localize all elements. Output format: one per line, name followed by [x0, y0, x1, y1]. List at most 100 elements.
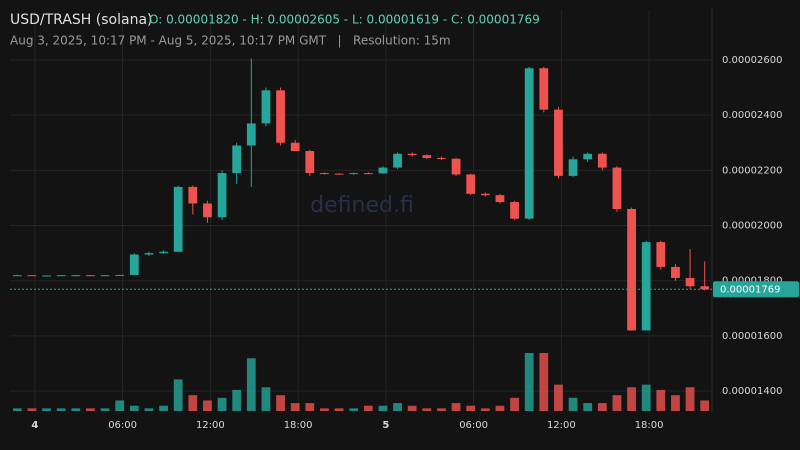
- candle-body: [641, 242, 651, 331]
- y-tick-label: 0.00002400: [722, 110, 782, 121]
- x-tick-label: 12:00: [547, 420, 576, 431]
- x-tick-label: 12:00: [196, 420, 225, 431]
- volume-bar: [144, 408, 154, 411]
- candle-body: [232, 145, 242, 174]
- volume-bar: [363, 405, 373, 411]
- last-price-box: [713, 281, 799, 298]
- volume-bar: [232, 389, 242, 411]
- volume-bar: [495, 405, 505, 411]
- y-tick-label: 0.00001400: [722, 386, 782, 397]
- candle-body: [27, 275, 37, 277]
- candle-body: [363, 173, 373, 175]
- candle-body: [129, 254, 139, 275]
- candle-body: [407, 153, 417, 156]
- candle-body: [656, 242, 666, 267]
- volume-bar: [480, 408, 490, 411]
- grid: [10, 10, 712, 411]
- candle-body: [466, 174, 476, 194]
- candle-body: [451, 158, 461, 175]
- volume-bar: [173, 379, 183, 411]
- candle-body: [159, 251, 168, 254]
- last-price-label: 0.00001769: [720, 284, 780, 295]
- candle-body: [276, 90, 285, 143]
- x-tick-label: 4: [31, 420, 38, 431]
- candle-body: [261, 90, 271, 124]
- x-tick-label: 5: [382, 420, 389, 431]
- candle-body: [422, 155, 432, 158]
- candle-body: [597, 153, 607, 168]
- candle-body: [612, 167, 622, 209]
- candle-body: [203, 203, 212, 218]
- volume-bar: [86, 408, 95, 411]
- candle-body: [144, 253, 154, 255]
- x-tick-label: 18:00: [635, 420, 664, 431]
- volume-bar: [422, 408, 432, 411]
- volume-bar: [115, 400, 125, 411]
- volume-bar: [700, 400, 710, 411]
- chart-title: USD/TRASH (solana): [10, 12, 153, 28]
- y-tick-label: 0.00002200: [722, 165, 782, 176]
- volume-bar: [524, 353, 534, 411]
- volume-bar: [451, 403, 461, 411]
- candle-body: [495, 195, 505, 203]
- candle-body: [115, 274, 125, 276]
- candle-body: [480, 193, 490, 196]
- volume-bar: [320, 408, 329, 411]
- volume-bar: [188, 395, 198, 411]
- candle-body: [554, 109, 563, 176]
- volume-bar: [671, 395, 680, 411]
- volume-bar: [393, 403, 402, 411]
- candle-body: [524, 68, 534, 219]
- volume-bar: [612, 395, 622, 411]
- volume-bar: [539, 353, 549, 411]
- volume-bar: [12, 408, 22, 411]
- marks: [10, 58, 712, 411]
- volume-bar: [217, 397, 227, 411]
- volume-bar: [349, 408, 359, 411]
- volume-bar: [568, 397, 578, 411]
- candle-body: [539, 68, 549, 110]
- volume-bar: [100, 408, 110, 411]
- candle-body: [290, 142, 300, 152]
- volume-bar: [378, 405, 388, 411]
- candle-body: [583, 153, 593, 160]
- volume-bar: [305, 403, 315, 411]
- volume-bar: [554, 384, 563, 411]
- volume-bar: [71, 408, 81, 411]
- volume-bar: [27, 408, 37, 411]
- volume-bar: [129, 405, 139, 411]
- ohlc-summary: O: 0.00001820 - H: 0.00002605 - L: 0.000…: [149, 13, 540, 27]
- volume-bar: [407, 405, 417, 411]
- candle-body: [71, 275, 81, 277]
- volume-bar: [597, 403, 607, 411]
- volume-bar: [276, 395, 285, 411]
- candle-body: [568, 159, 578, 176]
- candle-body: [349, 173, 359, 175]
- x-tick-label: 06:00: [108, 420, 137, 431]
- candle-body: [510, 202, 519, 219]
- candle-body: [320, 173, 329, 175]
- volume-bar: [466, 405, 476, 411]
- x-tick-label: 18:00: [284, 420, 313, 431]
- watermark: defined.fi: [310, 193, 414, 218]
- volume-bar: [334, 408, 344, 411]
- candle-body: [627, 208, 636, 331]
- candle-body: [334, 173, 344, 175]
- y-tick-label: 0.00002600: [722, 55, 782, 66]
- volume-bar: [261, 387, 271, 411]
- volume-bar: [510, 397, 519, 411]
- candle-body: [378, 167, 388, 174]
- subtitle: Aug 3, 2025, 10:17 PM - Aug 5, 2025, 10:…: [10, 34, 451, 48]
- candle-body: [188, 186, 198, 204]
- candle-body: [305, 151, 315, 174]
- volume-bar: [42, 408, 51, 411]
- candle-body: [246, 123, 256, 146]
- candle-body: [12, 275, 22, 277]
- candle-body: [671, 266, 680, 278]
- volume-bar: [656, 389, 666, 411]
- volume-bar: [583, 403, 593, 411]
- volume-bar: [641, 384, 651, 411]
- x-tick-label: 06:00: [459, 420, 488, 431]
- y-tick-label: 0.00001600: [722, 331, 782, 342]
